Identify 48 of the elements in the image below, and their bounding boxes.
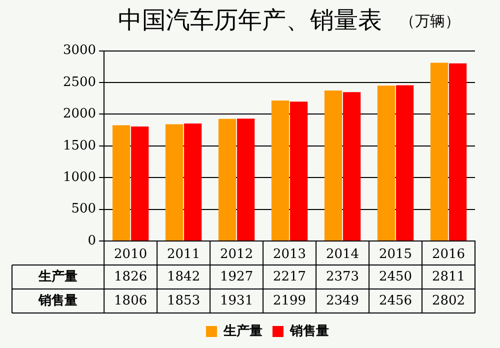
data-label: 2811	[432, 269, 466, 284]
y-tick-label: 0	[88, 233, 96, 248]
bar	[218, 118, 236, 240]
bar	[342, 92, 361, 240]
data-label: 1826	[114, 269, 148, 284]
data-label: 2450	[378, 269, 412, 284]
x-tick-label: 2010	[114, 247, 148, 262]
y-tick-label: 2500	[62, 74, 96, 90]
x-tick-label: 2013	[272, 247, 306, 262]
legend-label: 销售量	[289, 324, 329, 339]
x-tick-label: 2015	[378, 247, 412, 262]
bar	[237, 118, 255, 240]
bar	[184, 124, 202, 240]
data-label: 2199	[272, 293, 306, 308]
data-label: 2802	[432, 293, 466, 308]
y-tick-label: 500	[71, 202, 96, 217]
data-label: 2217	[272, 269, 306, 284]
bar	[131, 126, 149, 240]
bar	[324, 90, 342, 240]
y-tick-label: 3000	[62, 43, 96, 58]
data-label: 2373	[326, 269, 360, 284]
bar	[377, 86, 396, 240]
y-tick-label: 2000	[62, 106, 96, 122]
bar	[448, 63, 467, 240]
data-label: 1931	[220, 293, 254, 308]
x-tick-label: 2016	[432, 247, 466, 262]
text: 销售量	[38, 293, 78, 308]
y-tick-label: 1500	[62, 138, 96, 154]
data-label: 1842	[167, 269, 200, 284]
x-tick-label: 2011	[167, 247, 200, 262]
data-label: 2456	[378, 293, 412, 308]
data-label: 1927	[220, 269, 254, 284]
data-label: 1806	[114, 293, 148, 308]
data-label: 2349	[326, 293, 360, 308]
legend-label: 生产量	[222, 322, 262, 339]
bar	[112, 125, 130, 240]
chart-title: 中国汽车历年产、销量表	[118, 5, 382, 36]
text: 生产量	[38, 269, 78, 284]
x-tick-label: 2012	[220, 247, 254, 262]
bar	[165, 124, 184, 240]
bar	[271, 100, 290, 240]
bar	[290, 102, 308, 240]
y-tick-label: 1000	[62, 170, 96, 185]
x-tick-label: 2014	[326, 247, 360, 262]
data-label: 1853	[167, 293, 200, 308]
bar	[396, 85, 414, 240]
bar	[430, 62, 448, 240]
chart-subtitle: （万辆）	[400, 12, 460, 31]
